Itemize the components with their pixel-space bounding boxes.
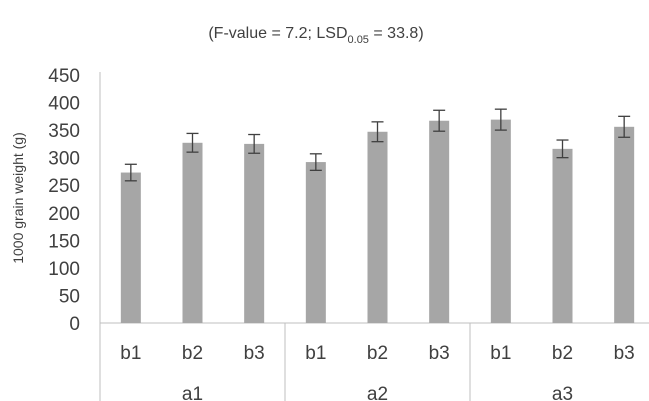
error-bar	[186, 132, 199, 153]
chart-title: (F-value = 7.2; LSD0.05 = 33.8)	[208, 25, 423, 46]
x-tick-label: b2	[182, 343, 203, 364]
y-tick-label: 50	[59, 286, 80, 307]
error-bar	[309, 153, 322, 171]
y-axis-ticks: 0 50 100 150 200 250 300 350 400 450	[48, 66, 80, 335]
y-tick-label: 200	[48, 204, 80, 225]
x-tick-label: b2	[367, 343, 388, 364]
bar	[120, 172, 141, 323]
x-tick-label: b3	[429, 343, 450, 364]
bar	[552, 148, 573, 323]
error-bar	[433, 109, 446, 132]
bar	[490, 119, 511, 323]
bar	[182, 142, 203, 323]
group-label: a3	[552, 384, 573, 401]
group-labels: a1 a2 a3	[182, 384, 573, 401]
error-bar	[248, 133, 261, 154]
x-tick-label: b3	[244, 343, 265, 364]
category-labels: b1 b2 b3 b1 b2 b3 b1 b2 b3	[120, 343, 634, 364]
error-bar	[371, 121, 384, 143]
group-label: a2	[367, 384, 388, 401]
y-tick-label: 150	[48, 231, 80, 252]
error-bar	[124, 163, 137, 182]
y-tick-label: 350	[48, 121, 80, 142]
group-label: a1	[182, 384, 203, 401]
x-tick-label: b2	[552, 343, 573, 364]
x-tick-label: b1	[120, 343, 141, 364]
y-tick-label: 250	[48, 176, 80, 197]
bar	[244, 143, 265, 323]
y-tick-label: 100	[48, 259, 80, 280]
error-bar	[618, 115, 631, 138]
error-bar	[556, 139, 569, 159]
y-axis-label: 1000 grain weight (g)	[10, 132, 26, 264]
y-tick-label: 450	[48, 66, 80, 87]
error-bar	[494, 108, 507, 131]
bars	[120, 119, 635, 324]
x-tick-label: b1	[490, 343, 511, 364]
x-tick-label: b3	[614, 343, 635, 364]
bar	[429, 120, 450, 324]
bar	[367, 131, 388, 323]
error-bars	[124, 108, 631, 182]
y-tick-label: 0	[69, 314, 80, 335]
x-tick-label: b1	[305, 343, 326, 364]
bar	[305, 162, 326, 323]
y-tick-label: 300	[48, 149, 80, 170]
bar	[614, 126, 635, 323]
y-tick-label: 400	[48, 94, 80, 115]
